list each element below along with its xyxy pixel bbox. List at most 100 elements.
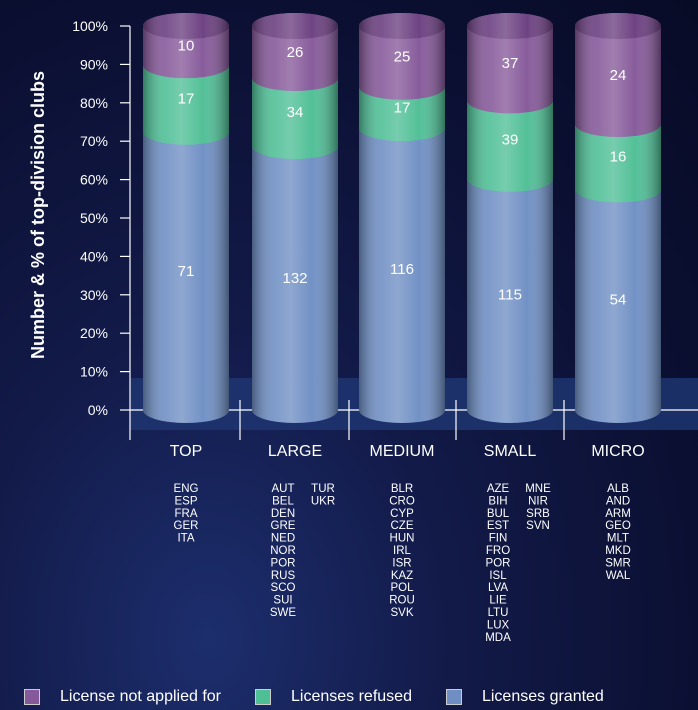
bar-top-cap-shade [143, 13, 229, 39]
category-label: MICRO [591, 443, 644, 460]
country-code: BIH [488, 495, 507, 507]
country-code: CYP [390, 508, 414, 520]
category-label: SMALL [484, 443, 537, 460]
bar-value-label: 116 [390, 261, 414, 278]
category-label: LARGE [268, 443, 322, 460]
bar-segment-shade [359, 115, 445, 423]
bar-segment-shade [252, 133, 338, 423]
legend-swatch-refused [255, 689, 271, 705]
country-code: EST [487, 520, 509, 532]
country-code: ISL [489, 570, 507, 582]
country-code: SMR [605, 557, 631, 569]
country-code: ENG [174, 483, 199, 495]
country-code: MDA [485, 632, 511, 644]
country-code: NED [271, 533, 295, 545]
legend-swatch-granted [445, 689, 462, 705]
country-code: SCO [271, 582, 296, 594]
country-code: ESP [174, 495, 197, 507]
y-tick-label: 30% [80, 287, 108, 303]
country-code: GER [174, 520, 199, 532]
country-code: GEO [605, 520, 631, 532]
country-code: SWE [270, 607, 297, 619]
bar-value-label: 24 [610, 67, 627, 84]
legend-item-granted: Licenses granted [445, 688, 604, 706]
bar-value-label: 25 [394, 48, 411, 65]
y-axis: 0% 10% 20% 30% 40% 50% 60% 70% 80% 90% 100% Number … [28, 18, 698, 440]
bar-value-label: 16 [610, 149, 627, 166]
bar-value-label: 71 [178, 263, 195, 280]
bar-top-cap-shade [252, 13, 338, 39]
bar-value-label: 54 [610, 292, 627, 309]
legend-item-not-applied: License not applied for [24, 688, 221, 706]
bar-top-cap-shade [467, 13, 553, 39]
country-code: RUS [271, 570, 296, 582]
bar-segment-shade [467, 13, 553, 114]
country-code: FRO [486, 545, 510, 557]
legend: License not applied for Licenses refused… [24, 686, 694, 708]
country-code: LVA [488, 582, 508, 594]
country-code: CZE [391, 520, 414, 532]
legend-item-refused: Licenses refused [255, 688, 412, 706]
bar-value-label: 39 [502, 132, 519, 149]
country-code: FIN [489, 533, 508, 545]
country-code: WAL [606, 570, 631, 582]
country-code: AND [606, 495, 630, 507]
country-code: MNE [525, 483, 551, 495]
country-code: AZE [487, 483, 510, 495]
country-code: BLR [391, 483, 413, 495]
bar-segment-shade [575, 13, 661, 138]
bar-value-label: 17 [394, 99, 411, 116]
bar-top-cap-shade [575, 13, 661, 39]
y-tick-label: 10% [80, 364, 108, 380]
bar-segment-shade [467, 165, 553, 423]
country-code: NIR [528, 495, 548, 507]
country-code: AUT [272, 483, 295, 495]
country-code: KAZ [391, 570, 413, 582]
legend-swatch-not-applied [24, 689, 40, 705]
country-code: FRA [175, 508, 198, 520]
category-label: TOP [170, 443, 203, 460]
y-tick-label: 80% [80, 95, 108, 111]
stacked-bar-chart: 0% 10% 20% 30% 40% 50% 60% 70% 80% 90% 100% Number … [28, 13, 698, 644]
bar-top-cap-shade [359, 13, 445, 39]
country-code: HUN [390, 533, 415, 545]
country-code: SVK [390, 607, 413, 619]
country-code: POL [390, 582, 414, 594]
labels-group: 711710TOPENGESPFRAGERITA1323426LARGEAUTB… [170, 38, 645, 644]
y-tick-label: 60% [80, 172, 108, 188]
y-tick-label: 90% [80, 56, 108, 72]
country-code: ROU [389, 595, 415, 607]
y-tick-label: 40% [80, 248, 108, 264]
country-code: CRO [389, 495, 415, 507]
country-code: POR [271, 557, 296, 569]
category-label: MEDIUM [370, 443, 435, 460]
legend-label-not-applied: License not applied for [60, 688, 221, 705]
y-tick-label: 100% [72, 18, 108, 34]
country-code: SVN [526, 520, 550, 532]
country-code: ALB [607, 483, 629, 495]
y-tick-label: 20% [80, 325, 108, 341]
legend-label-refused: Licenses refused [291, 688, 412, 705]
country-code: TUR [311, 483, 335, 495]
country-code: IRL [393, 545, 412, 557]
country-code: SUI [273, 595, 292, 607]
y-tick-label: 50% [80, 210, 108, 226]
country-code: BEL [272, 495, 294, 507]
bar-value-label: 115 [498, 286, 522, 303]
country-code: LTU [488, 607, 509, 619]
bar-segment-shade [467, 87, 553, 192]
bar-value-label: 10 [178, 38, 195, 55]
bar-value-label: 132 [282, 270, 307, 287]
bar-value-label: 37 [502, 55, 519, 72]
country-code: GRE [271, 520, 296, 532]
country-code: ARM [605, 508, 631, 520]
country-code: BUL [487, 508, 510, 520]
bar-value-label: 17 [178, 90, 195, 107]
country-code: MLT [607, 533, 629, 545]
country-code: LUX [487, 619, 510, 631]
bars-group [143, 13, 661, 424]
bar-segment-shade [143, 118, 229, 424]
legend-label-granted: Licenses granted [481, 688, 604, 705]
country-code: NOR [270, 545, 296, 557]
country-code: ISR [392, 557, 411, 569]
